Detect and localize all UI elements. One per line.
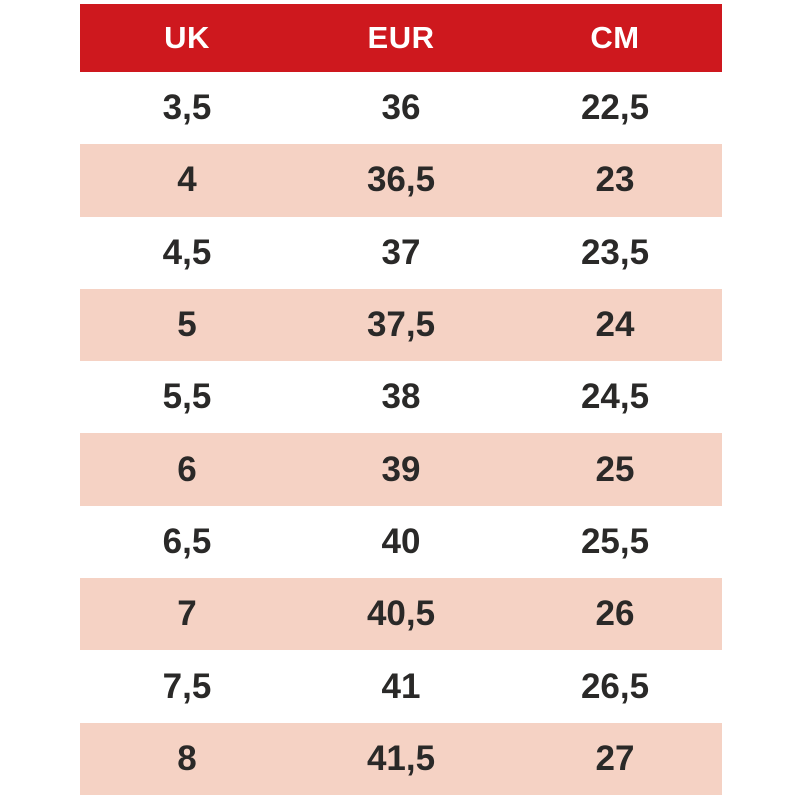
table-body: 3,5 36 22,5 4 36,5 23 4,5 37 23,5 5 37,5 24 5,5 38 24,… (80, 72, 722, 795)
table-cell: 36,5 (366, 160, 436, 200)
table-cell: 7 (177, 594, 197, 634)
table-row: 7,5 41 26,5 (80, 650, 722, 723)
table-row: 4 36,5 23 (80, 144, 722, 217)
table-cell: 7,5 (162, 666, 212, 706)
column-header-eur: EUR (367, 20, 435, 55)
table-row: 4,5 37 23,5 (80, 216, 722, 289)
table-cell: 6 (177, 449, 197, 489)
table-cell: 38 (381, 377, 421, 417)
table-cell: 27 (595, 738, 635, 778)
table-cell: 40,5 (366, 594, 436, 634)
table-cell: 36 (381, 88, 421, 128)
table-cell: 3,5 (162, 88, 212, 128)
table-row: 3,5 36 22,5 (80, 72, 722, 145)
table-row: 7 40,5 26 (80, 578, 722, 651)
table-row: 5 37,5 24 (80, 288, 722, 362)
table-cell: 24,5 (580, 377, 650, 417)
table-cell: 23,5 (580, 232, 650, 272)
table-cell: 37 (381, 232, 421, 272)
table-cell: 26 (595, 594, 635, 634)
table-row: 8 41,5 27 (80, 722, 722, 795)
table-cell: 4,5 (162, 232, 212, 272)
table-cell: 5,5 (162, 377, 212, 417)
table-cell: 39 (381, 449, 421, 489)
table-cell: 24 (595, 305, 635, 345)
table-cell: 41,5 (366, 738, 436, 778)
table-cell: 5 (177, 305, 197, 345)
table-row: 6,5 40 25,5 (80, 505, 722, 579)
table-cell: 37,5 (366, 305, 436, 345)
size-conversion-table: UK EUR CM 3,5 36 22,5 4 36,5 23 4,5 37 23,5 5 37,5… (80, 4, 722, 795)
table-cell: 25 (595, 449, 635, 489)
column-header-cm: CM (590, 20, 640, 55)
table-cell: 41 (381, 666, 421, 706)
table-row: 6 39 25 (80, 433, 722, 506)
table-cell: 25,5 (580, 521, 650, 561)
table-cell: 4 (177, 160, 197, 200)
table-cell: 26,5 (580, 666, 650, 706)
table-cell: 22,5 (580, 88, 650, 128)
table-cell: 6,5 (162, 521, 212, 561)
column-header-uk: UK (164, 20, 210, 55)
table-row: 5,5 38 24,5 (80, 361, 722, 434)
table-cell: 23 (595, 160, 635, 200)
table-header-row: UK EUR CM (80, 4, 722, 72)
table-cell: 40 (381, 521, 421, 561)
table-cell: 8 (177, 738, 197, 778)
